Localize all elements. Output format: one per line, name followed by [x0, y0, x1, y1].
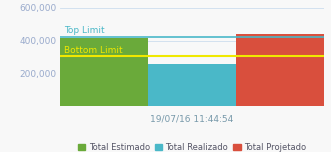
Text: Top Limit: Top Limit — [64, 26, 105, 35]
Bar — [148, 64, 236, 106]
Bar — [60, 38, 148, 106]
Bar — [236, 34, 324, 106]
Text: 19/07/16 11:44:54: 19/07/16 11:44:54 — [150, 115, 234, 124]
Legend: Total Estimado, Total Realizado, Total Projetado: Total Estimado, Total Realizado, Total P… — [74, 140, 309, 152]
Text: Bottom Limit: Bottom Limit — [64, 46, 122, 55]
